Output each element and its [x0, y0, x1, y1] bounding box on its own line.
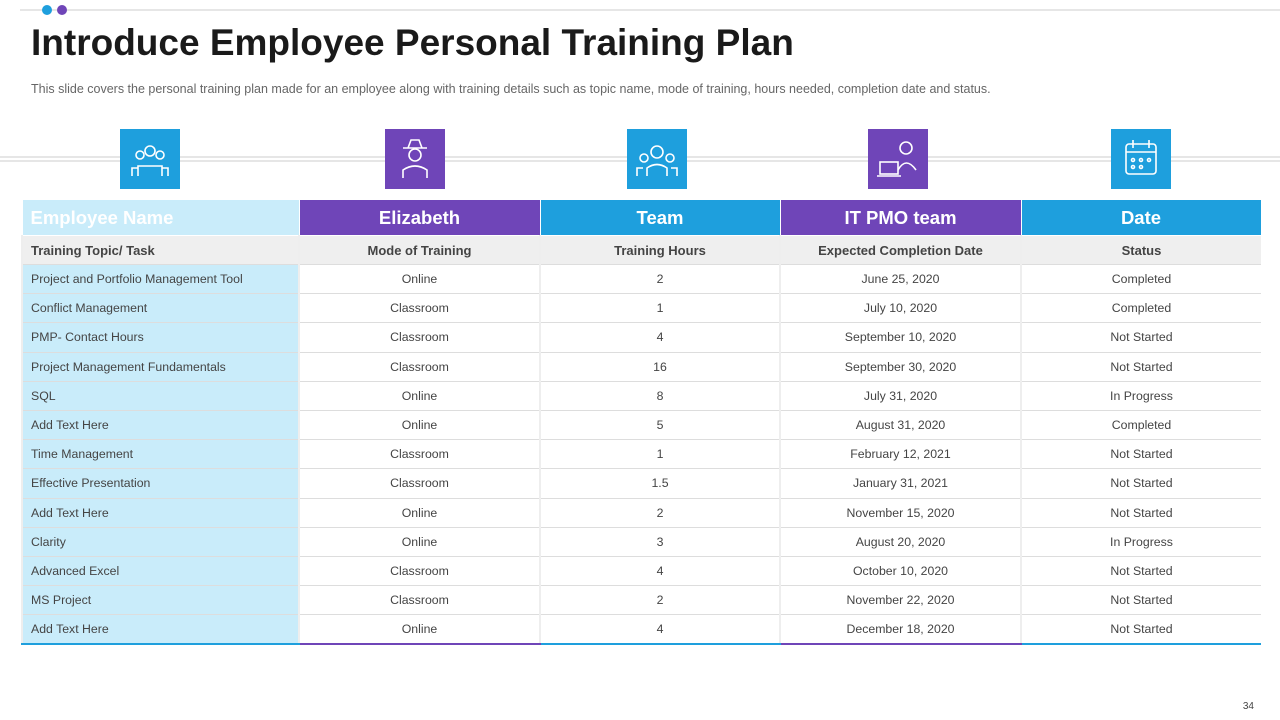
cell: 4: [539, 322, 780, 353]
page-number: 34: [1242, 701, 1254, 712]
cell: Online: [298, 381, 540, 411]
cell: Add Text Here: [21, 410, 299, 441]
header-cell: Elizabeth: [298, 199, 541, 236]
header-cell: IT PMO team: [779, 199, 1022, 236]
cell: Clarity: [21, 527, 299, 557]
data-row: SQL Online 8 July 31, 2020 In Progress: [21, 381, 1261, 411]
training-table: Employee Name Elizabeth Team IT PMO team Dat…: [21, 199, 1262, 646]
cell: September 30, 2020: [779, 352, 1021, 382]
cell: December 18, 2020: [779, 614, 1021, 646]
data-row: Conflict Management Classroom 1 July 10, 20…: [21, 293, 1261, 324]
data-row: Project Management Fundamentals Classroom…: [21, 352, 1261, 382]
cell: Classroom: [298, 439, 540, 470]
cell: October 10, 2020: [779, 556, 1021, 587]
subtitle: This slide covers the personal training …: [31, 82, 991, 96]
header-cell: Date: [1020, 199, 1262, 236]
data-row: Project and Portfolio Management Tool Onl…: [21, 264, 1261, 295]
cell: Not Started: [1020, 468, 1261, 499]
cell: Time Management: [21, 439, 299, 470]
data-row: Time Management Classroom 1 February 12, 20…: [21, 439, 1261, 470]
title: Introduce Employee Personal Training Pla…: [31, 22, 794, 63]
column-header: Status: [1020, 235, 1261, 265]
cell: July 31, 2020: [779, 381, 1021, 411]
cell: 5: [539, 410, 780, 441]
cell: Add Text Here: [21, 498, 299, 528]
cell: 4: [539, 614, 780, 646]
cell: MS Project: [21, 585, 299, 616]
cell: August 20, 2020: [779, 527, 1021, 557]
cell: 2: [539, 585, 780, 616]
cell: Effective Presentation: [21, 468, 299, 499]
cell: Online: [298, 264, 540, 295]
cell: Completed: [1020, 293, 1261, 324]
cell: Classroom: [298, 322, 540, 353]
cell: Not Started: [1020, 614, 1261, 646]
cell: Online: [298, 410, 540, 441]
decor: [0, 5, 1280, 189]
column-header: Mode of Training: [298, 235, 540, 265]
data-row: MS Project Classroom 2 November 22, 2020 Not…: [21, 585, 1261, 616]
cell: Not Started: [1020, 352, 1261, 382]
cell: 1: [539, 293, 780, 324]
cell: November 22, 2020: [779, 585, 1021, 616]
cell: Add Text Here: [21, 614, 299, 646]
cell: In Progress: [1020, 527, 1261, 557]
cell: SQL: [21, 381, 299, 411]
cell: PMP- Contact Hours: [21, 322, 299, 353]
data-row: Add Text Here Online 5 August 31, 2020 Compl…: [21, 410, 1261, 441]
cell: Online: [298, 498, 540, 528]
cell: 1.5: [539, 468, 780, 499]
cell: Not Started: [1020, 585, 1261, 616]
cell: 1: [539, 439, 780, 470]
cell: Online: [298, 614, 540, 646]
cell: 2: [539, 498, 780, 528]
cell: Online: [298, 527, 540, 557]
column-header-row: Training Topic/ Task Mode of Training Trai…: [21, 235, 1261, 265]
cell: Not Started: [1020, 498, 1261, 528]
header-row: Employee Name Elizabeth Team IT PMO team Dat…: [21, 199, 1262, 236]
cell: In Progress: [1020, 381, 1261, 411]
cell: Classroom: [298, 352, 540, 382]
cell: February 12, 2021: [779, 439, 1021, 470]
cell: Not Started: [1020, 322, 1261, 353]
data-row: Advanced Excel Classroom 4 October 10, 2020…: [21, 556, 1261, 587]
cell: Not Started: [1020, 556, 1261, 587]
cell: January 31, 2021: [779, 468, 1021, 499]
data-row: Clarity Online 3 August 20, 2020 In Progress: [21, 527, 1261, 557]
cell: 16: [539, 352, 780, 382]
data-row: Effective Presentation Classroom 1.5 Januar…: [21, 468, 1261, 499]
column-header: Expected Completion Date: [779, 235, 1021, 265]
cell: Advanced Excel: [21, 556, 299, 587]
cell: Project and Portfolio Management Tool: [21, 264, 299, 295]
cell: Completed: [1020, 264, 1261, 295]
cell: September 10, 2020: [779, 322, 1021, 353]
cell: 8: [539, 381, 780, 411]
cell: June 25, 2020: [779, 264, 1021, 295]
column-header: Training Hours: [539, 235, 780, 265]
cell: 4: [539, 556, 780, 587]
cell: 3: [539, 527, 780, 557]
cell: Classroom: [298, 585, 540, 616]
cell: Classroom: [298, 293, 540, 324]
cell: July 10, 2020: [779, 293, 1021, 324]
column-header: Training Topic/ Task: [21, 235, 299, 265]
cell: November 15, 2020: [779, 498, 1021, 528]
cell: Not Started: [1020, 439, 1261, 470]
header-cell: Employee Name: [21, 199, 300, 236]
cell: 2: [539, 264, 780, 295]
cell: Conflict Management: [21, 293, 299, 324]
cell: Classroom: [298, 556, 540, 587]
cell: Completed: [1020, 410, 1261, 441]
header-cell: Team: [539, 199, 781, 236]
cell: Project Management Fundamentals: [21, 352, 299, 382]
cell: Classroom: [298, 468, 540, 499]
cell: August 31, 2020: [779, 410, 1021, 441]
data-row: PMP- Contact Hours Classroom 4 September 10…: [21, 322, 1261, 353]
data-row: Add Text Here Online 4 December 18, 2020 Not…: [21, 614, 1261, 646]
data-row: Add Text Here Online 2 November 15, 2020 Not…: [21, 498, 1261, 528]
